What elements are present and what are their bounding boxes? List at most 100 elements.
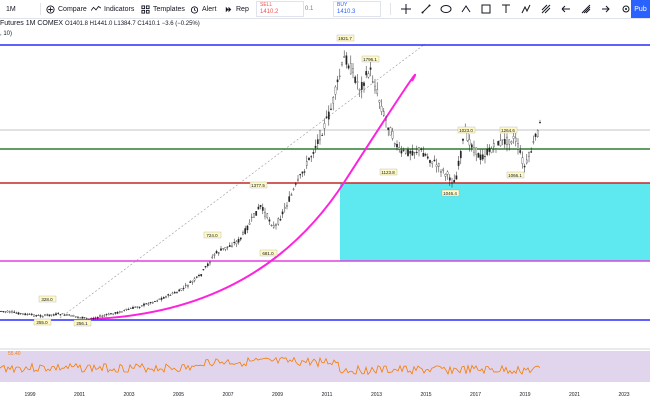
- candle-body: [475, 147, 478, 155]
- x-tick-label: 2003: [123, 392, 134, 398]
- compare-label: Compare: [58, 5, 87, 13]
- polyline-tool-icon[interactable]: [456, 0, 476, 18]
- parabolic-curve: [89, 73, 417, 320]
- annotation-label: 1377.5: [251, 183, 265, 188]
- candle-body: [52, 314, 55, 316]
- candle-body: [442, 168, 445, 172]
- candle-body: [90, 318, 93, 320]
- candle-body: [55, 313, 57, 316]
- candle-body: [132, 307, 134, 309]
- compare-button[interactable]: Compare: [46, 0, 87, 18]
- templates-icon: [141, 4, 150, 14]
- candle-body: [514, 137, 517, 142]
- candle-body: [237, 238, 240, 243]
- price-chart[interactable]: 1921.7 1796.1 1377.5 1046.4 1123.8 1066.1 1264…: [0, 18, 650, 400]
- candle-body: [316, 139, 319, 145]
- candle-body: [13, 311, 16, 313]
- templates-button[interactable]: Templates: [141, 0, 185, 18]
- publish-button[interactable]: Pub: [631, 0, 650, 18]
- pattern-tool-icon[interactable]: [516, 0, 536, 18]
- ohlc-values: O1401.8 H1441.0 L1384.7 C1410.1 −3.6 (−0…: [65, 21, 200, 27]
- candle-body: [499, 140, 502, 146]
- candle-body: [44, 314, 46, 316]
- candle-body: [512, 136, 515, 139]
- candle-body: [338, 75, 341, 77]
- chart-legend: Futures 1M COMEX O1401.8 H1441.0 L1384.7…: [0, 20, 200, 27]
- candle-body: [162, 297, 165, 299]
- candle-body: [187, 285, 189, 287]
- replay-icon: [225, 6, 232, 12]
- rsi-value: 55.40: [8, 351, 21, 357]
- candle-body: [180, 288, 183, 291]
- candle-body: [123, 310, 126, 311]
- annotation-label-box: [336, 34, 355, 42]
- candle-body: [510, 141, 513, 144]
- candle-body: [292, 188, 295, 190]
- toolbar-divider: [40, 3, 41, 15]
- candle-body: [314, 145, 317, 148]
- indicators-icon: [91, 5, 101, 11]
- candle-body: [310, 156, 313, 158]
- settings-gear-icon[interactable]: [616, 0, 636, 18]
- candle-body: [149, 302, 152, 304]
- annotation-label-box: [259, 249, 278, 257]
- arrow-tool-icon[interactable]: [556, 0, 576, 18]
- candle-body: [431, 161, 434, 164]
- indicators-button[interactable]: Indicators: [91, 0, 134, 18]
- candle-body: [167, 294, 170, 296]
- interval-selector[interactable]: 1M: [6, 0, 16, 18]
- candle-body: [473, 147, 475, 153]
- annotation-labels: 1921.7 1796.1 1377.5 1046.4 1123.8 1066.1 1264…: [33, 34, 525, 327]
- candle-body: [191, 281, 194, 283]
- candle-body: [72, 315, 75, 317]
- candle-body: [220, 248, 222, 251]
- cursor-cross-icon[interactable]: [396, 0, 416, 18]
- candle-body: [424, 154, 427, 156]
- replay-button[interactable]: Rep: [224, 0, 249, 18]
- buy-button[interactable]: BUY 1410.3: [333, 1, 381, 17]
- text-tool-icon[interactable]: [496, 0, 516, 18]
- sell-button[interactable]: SELL 1410.2: [256, 1, 304, 17]
- annotation-label: 724.0: [206, 233, 218, 238]
- candle-body: [77, 316, 79, 318]
- candle-body: [226, 246, 229, 248]
- candle-body: [448, 177, 451, 181]
- candle-body: [22, 313, 24, 315]
- candle-body: [332, 97, 335, 104]
- candle-body: [457, 160, 460, 166]
- candle-body: [270, 225, 273, 227]
- candle-body: [272, 224, 275, 228]
- candle-body: [195, 276, 198, 278]
- candle-body: [143, 303, 145, 306]
- candle-body: [268, 219, 271, 222]
- candle-body: [437, 163, 440, 167]
- candle-body: [154, 301, 156, 302]
- rectangle-tool-icon[interactable]: [476, 0, 496, 18]
- lock-tool-icon[interactable]: [596, 0, 616, 18]
- candle-body: [92, 317, 95, 320]
- candle-body: [110, 313, 112, 315]
- candle-body: [303, 171, 306, 173]
- support-zone-box: [340, 183, 650, 261]
- candle-body: [389, 127, 392, 136]
- candle-body: [481, 154, 484, 160]
- x-tick-label: 1999: [24, 392, 35, 398]
- ellipse-tool-icon[interactable]: [436, 0, 456, 18]
- candle-body: [532, 141, 535, 143]
- fib-tool-icon[interactable]: [536, 0, 556, 18]
- brush-tool-icon[interactable]: [576, 0, 596, 18]
- annotation-label-box: [379, 168, 398, 176]
- candle-body: [490, 148, 493, 153]
- candle-body: [160, 297, 163, 300]
- alert-button[interactable]: Alert: [190, 0, 216, 18]
- annotation-label: 328.0: [41, 297, 53, 302]
- candle-body: [330, 108, 332, 110]
- candle-body: [517, 143, 519, 150]
- candle-body: [413, 152, 416, 154]
- candle-body: [393, 143, 396, 146]
- candle-body: [138, 306, 141, 308]
- candle-body: [503, 139, 506, 145]
- trend-line-icon[interactable]: [416, 0, 436, 18]
- sell-label: SELL: [260, 2, 273, 8]
- candle-body: [400, 150, 403, 154]
